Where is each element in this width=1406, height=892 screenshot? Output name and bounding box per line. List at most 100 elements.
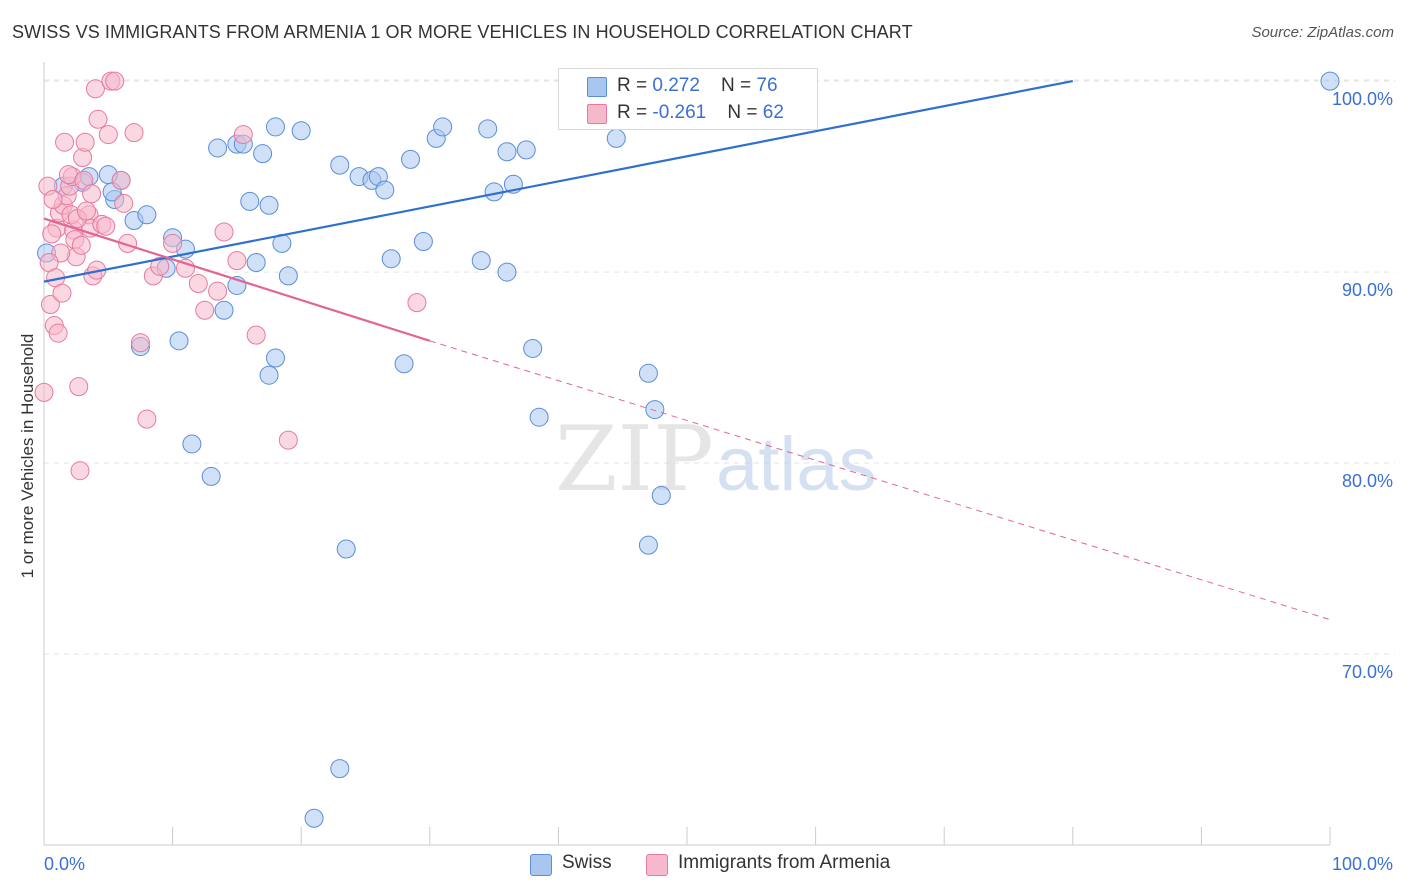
- swiss-point: [1320, 71, 1340, 91]
- swiss-legend-label: Swiss: [562, 852, 612, 873]
- swiss-point: [471, 251, 491, 271]
- armenia-legend-swatch: [646, 854, 668, 876]
- swiss-point: [182, 434, 202, 454]
- watermark-atlas: atlas: [716, 422, 877, 507]
- armenia-point: [96, 216, 116, 236]
- swiss-point: [259, 365, 279, 385]
- armenia-point: [188, 274, 208, 294]
- swiss-point: [330, 759, 350, 779]
- swiss-point: [638, 363, 658, 383]
- swiss-point: [381, 249, 401, 269]
- legend-n-value: 76: [756, 75, 778, 96]
- swiss-point: [645, 400, 665, 420]
- armenia-trendline: [43, 217, 431, 342]
- armenia-point: [48, 323, 68, 343]
- swiss-point: [246, 253, 266, 273]
- armenia-point: [118, 233, 138, 253]
- swiss-point: [240, 191, 260, 211]
- armenia-legend-label: Immigrants from Armenia: [678, 852, 891, 873]
- armenia-trendline: [429, 340, 1331, 621]
- swiss-point: [304, 808, 324, 828]
- armenia-point: [124, 123, 144, 143]
- armenia-point: [105, 71, 125, 91]
- legend-r-label: R =: [617, 75, 653, 96]
- swiss-point: [259, 195, 279, 215]
- armenia-point: [34, 382, 54, 402]
- legend-r-value: -0.261: [652, 102, 707, 123]
- armenia-point: [208, 281, 228, 301]
- legend-r-label: R =: [617, 102, 653, 123]
- armenia-point: [69, 377, 89, 397]
- armenia-point: [71, 235, 91, 255]
- armenia-point: [42, 224, 62, 244]
- armenia-point: [85, 79, 105, 99]
- armenia-point: [76, 201, 96, 221]
- y-tick-label: 90.0%: [1342, 280, 1393, 300]
- swiss-point: [413, 232, 433, 252]
- swiss-swatch: [587, 77, 607, 97]
- swiss-point: [253, 144, 273, 164]
- swiss-point: [208, 138, 228, 158]
- armenia-point: [88, 109, 108, 129]
- swiss-point: [401, 149, 421, 169]
- armenia-point: [70, 461, 90, 481]
- armenia-point: [246, 325, 266, 345]
- y-tick-label: 70.0%: [1342, 662, 1393, 682]
- chart-title: SWISS VS IMMIGRANTS FROM ARMENIA 1 OR MO…: [12, 22, 913, 42]
- legend-n-label: N =: [727, 102, 763, 123]
- armenia-point: [150, 256, 170, 276]
- armenia-point: [233, 125, 253, 145]
- armenia-swatch: [587, 104, 607, 124]
- legend-n-value: 62: [762, 102, 784, 123]
- x-tick-label: 0.0%: [44, 854, 85, 874]
- armenia-point: [52, 283, 72, 303]
- armenia-point: [195, 300, 215, 320]
- swiss-point: [606, 128, 626, 148]
- swiss-point: [330, 155, 350, 175]
- armenia-point: [227, 251, 247, 271]
- armenia-point: [82, 184, 102, 204]
- armenia-point: [214, 222, 234, 242]
- chart-source: Source: ZipAtlas.com: [1251, 24, 1394, 41]
- swiss-point: [523, 338, 543, 358]
- swiss-point: [516, 140, 536, 160]
- swiss-point: [336, 539, 356, 559]
- swiss-point: [638, 535, 658, 555]
- armenia-point: [75, 132, 95, 152]
- swiss-point: [265, 117, 285, 137]
- swiss-point: [651, 486, 671, 506]
- armenia-point: [114, 193, 134, 213]
- swiss-point: [375, 180, 395, 200]
- legend-n-label: N =: [721, 75, 757, 96]
- swiss-point: [137, 205, 157, 225]
- swiss-point: [497, 142, 517, 162]
- armenia-point: [98, 125, 118, 145]
- armenia-point: [137, 409, 157, 429]
- swiss-legend-swatch: [530, 854, 552, 876]
- swiss-point: [433, 117, 453, 137]
- armenia-point: [163, 233, 183, 253]
- swiss-point: [214, 300, 234, 320]
- armenia-point: [40, 295, 60, 315]
- swiss-point: [497, 262, 517, 282]
- swiss-trendline: [43, 80, 1074, 283]
- armenia-point: [130, 333, 150, 353]
- armenia-point: [111, 170, 131, 190]
- armenia-point: [55, 132, 75, 152]
- x-tick-label: 100.0%: [1332, 854, 1393, 874]
- swiss-point: [265, 348, 285, 368]
- swiss-point: [169, 331, 189, 351]
- watermark-zip: ZIP: [555, 407, 714, 512]
- y-tick-label: 80.0%: [1342, 471, 1393, 491]
- y-tick-label: 100.0%: [1332, 89, 1393, 109]
- armenia-point: [43, 190, 63, 210]
- swiss-point: [478, 119, 498, 139]
- swiss-point: [278, 266, 298, 286]
- swiss-point: [394, 354, 414, 374]
- armenia-point: [278, 430, 298, 450]
- swiss-point: [529, 407, 549, 427]
- armenia-point: [407, 293, 427, 313]
- swiss-point: [201, 466, 221, 486]
- correlation-legend: R = 0.272 N = 76 R = -0.261 N = 62: [558, 68, 818, 130]
